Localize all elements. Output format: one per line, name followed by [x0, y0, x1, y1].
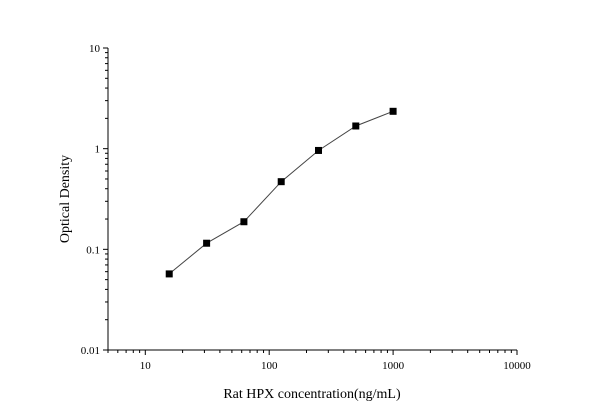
tick-marks: [103, 47, 518, 355]
data-point-marker: [277, 178, 285, 186]
x-tick-label: 100: [261, 360, 278, 372]
x-axis-title: Rat HPX concentration(ng/mL): [223, 387, 401, 402]
data-point-marker: [389, 107, 397, 115]
x-tick-label: 10000: [503, 360, 531, 372]
data-points: [165, 107, 397, 278]
y-tick-label: 10: [89, 43, 101, 55]
y-axis-title: Optical Density: [58, 155, 73, 243]
y-tick-label: 0.1: [86, 244, 100, 256]
data-point-marker: [240, 218, 248, 226]
data-point-marker: [203, 239, 211, 247]
y-tick-labels: 0.01 0.1 1 10: [81, 43, 101, 357]
data-point-marker: [352, 122, 360, 130]
fit-curve: [168, 110, 394, 275]
x-tick-labels: 10 100 1000 10000: [140, 360, 531, 372]
x-tick-label: 10: [140, 360, 152, 372]
y-tick-label: 1: [95, 144, 101, 156]
axes: [107, 48, 517, 351]
x-tick-label: 1000: [382, 360, 405, 372]
data-point-marker: [315, 146, 323, 154]
y-tick-label: 0.01: [81, 345, 100, 357]
data-point-marker: [165, 270, 173, 278]
